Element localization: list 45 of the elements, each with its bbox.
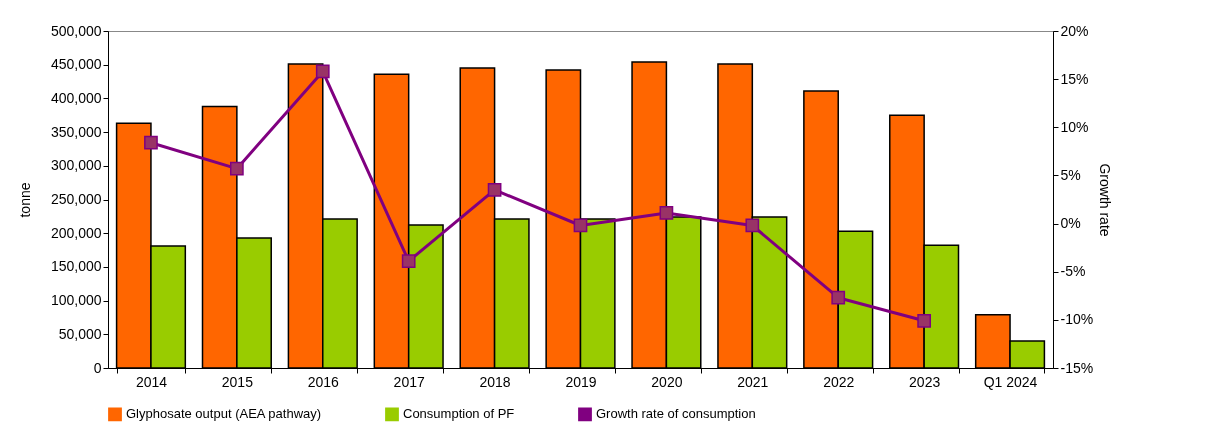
point (315, 64, 330, 79)
x-tick-label: 2021 (737, 373, 769, 390)
x-tick-label: 2014 (135, 373, 168, 390)
y2-tick-label: 10% (1060, 118, 1089, 135)
point (745, 218, 760, 233)
x-tick-label: 2019 (565, 373, 597, 390)
y-tick-label: 150,000 (50, 258, 102, 275)
y2-tick-label: 15% (1060, 70, 1089, 87)
y-tick-label: 450,000 (50, 56, 102, 73)
x-tick-label: 2022 (823, 373, 855, 390)
x-tick-label: 2017 (393, 373, 425, 390)
y-tick-label: 250,000 (50, 191, 102, 207)
point (917, 313, 932, 328)
y-tick-label: 400,000 (50, 89, 102, 106)
x-tick-label: 2018 (479, 373, 511, 390)
y-tick-label: 100,000 (50, 292, 102, 309)
y-tick-label: 500,000 (50, 22, 102, 39)
y2-axis-title: Growth rate (1097, 163, 1114, 237)
legend-label: Consumption of PF (403, 406, 515, 422)
y-tick-label: 350,000 (50, 123, 102, 140)
y2-tick-label: 5% (1060, 166, 1081, 183)
point (573, 218, 588, 233)
x-tick-label: 2023 (909, 373, 941, 390)
point (659, 206, 674, 220)
y-tick-label: 0 (93, 359, 102, 376)
x-tick-label: 2015 (221, 373, 254, 390)
y-tick-label: 200,000 (50, 224, 102, 241)
x-tick-label: Q1 2024 (983, 373, 1038, 390)
point (487, 183, 502, 197)
x-tick-label: 2020 (651, 373, 683, 390)
legend-label: Glyphosate output (AEA pathway) (126, 406, 322, 422)
x-tick-label: 2016 (307, 373, 340, 390)
y-axis-title: tonne (16, 182, 33, 218)
point (831, 290, 846, 305)
y2-tick-label: 20% (1060, 22, 1089, 39)
point (144, 135, 158, 150)
y2-tick-label: -10% (1060, 311, 1094, 328)
y-tick-label: 50,000 (58, 325, 102, 342)
y2-tick-label: 0% (1060, 215, 1081, 232)
point (401, 254, 416, 268)
y2-tick-label: -15% (1060, 359, 1094, 376)
y2-tick-label: -5% (1060, 263, 1086, 280)
legend-label: Growth rate of consumption (596, 406, 756, 422)
point (229, 161, 244, 176)
y-tick-label: 300,000 (50, 157, 102, 174)
